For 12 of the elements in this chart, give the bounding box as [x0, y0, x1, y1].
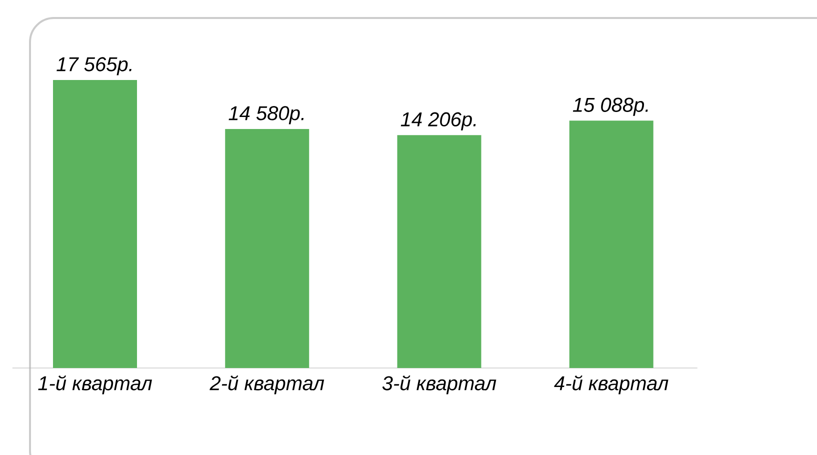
- x-tick-label: 3-й квартал: [382, 375, 496, 394]
- x-tick-label: 4-й квартал: [554, 375, 668, 394]
- bar: [225, 128, 310, 368]
- data-label: 15 088р.: [572, 98, 648, 116]
- bar: [53, 80, 138, 368]
- bar: [397, 135, 482, 368]
- x-tick-label: 1-й квартал: [38, 375, 152, 394]
- data-label: 17 565р.: [56, 57, 132, 76]
- x-tick-label: 2-й квартал: [210, 375, 324, 394]
- bar: [569, 120, 654, 368]
- data-label: 14 206р.: [400, 112, 476, 130]
- data-label: 14 580р.: [228, 106, 304, 124]
